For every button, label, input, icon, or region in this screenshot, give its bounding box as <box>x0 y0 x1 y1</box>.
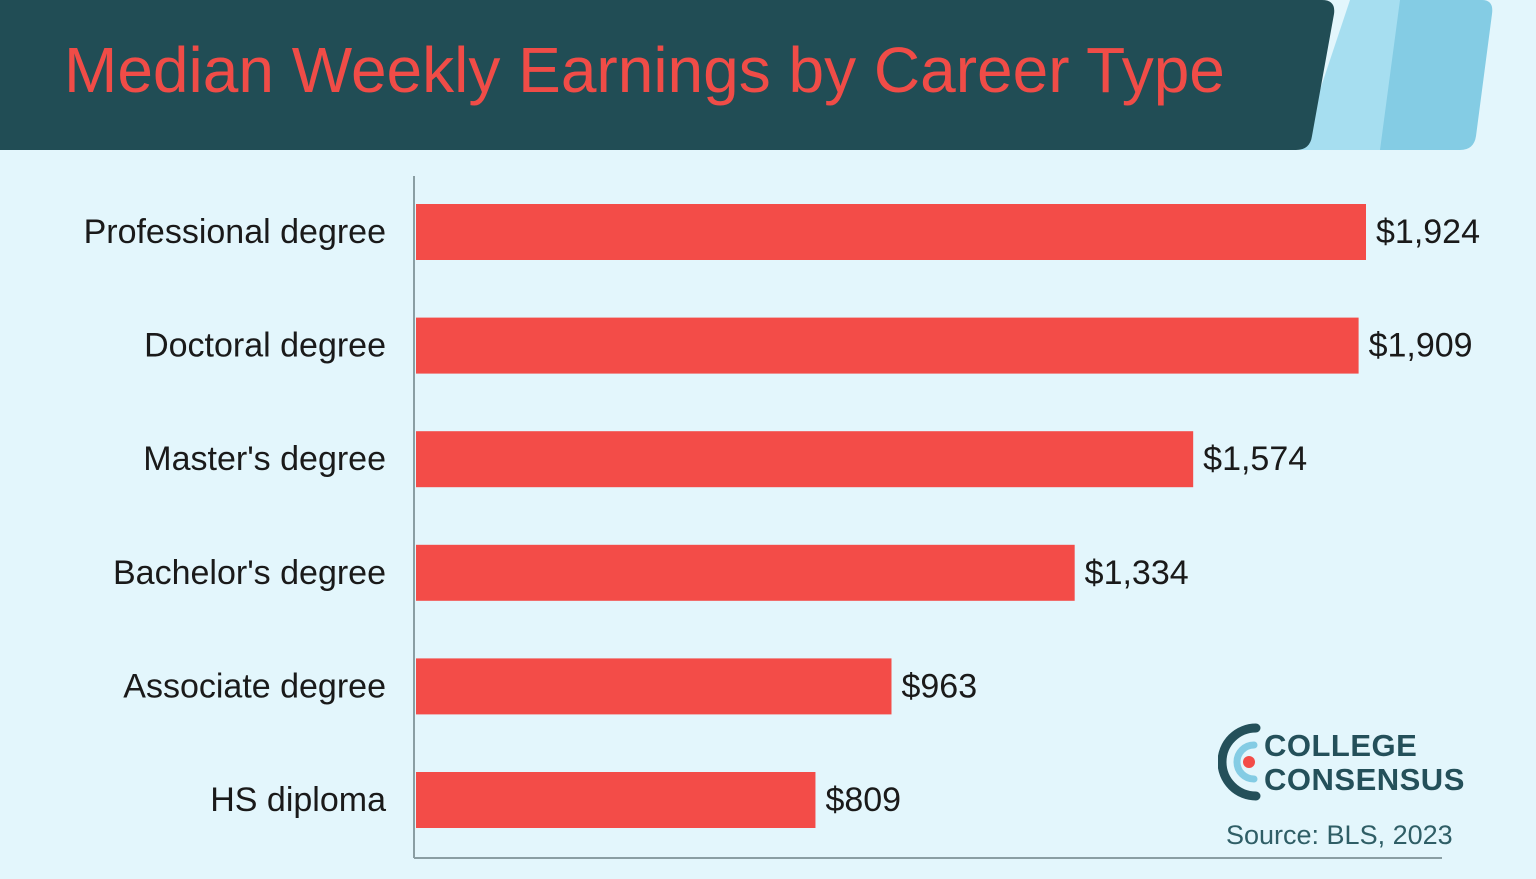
category-label: HS diploma <box>210 781 386 819</box>
category-label: Professional degree <box>84 213 386 251</box>
bar-0 <box>416 204 1366 260</box>
category-label: Bachelor's degree <box>113 554 386 592</box>
category-label: Master's degree <box>143 440 386 478</box>
header-accent-dark-stripe <box>1380 0 1493 150</box>
value-label: $1,924 <box>1376 213 1480 251</box>
bar-5 <box>416 772 816 828</box>
value-label: $809 <box>825 781 901 819</box>
bar-2 <box>416 431 1194 488</box>
logo-text-college: COLLEGE <box>1264 728 1418 763</box>
logo-target-icon <box>1218 723 1261 801</box>
logo-text-consensus: CONSENSUS <box>1264 762 1465 797</box>
bar-3 <box>416 544 1075 601</box>
chart-title: Median Weekly Earnings by Career Type <box>64 34 1225 106</box>
value-label: $1,334 <box>1085 554 1189 592</box>
category-label: Associate degree <box>123 667 386 705</box>
header-banner <box>0 0 1493 150</box>
bar-4 <box>416 658 892 715</box>
value-label: $1,909 <box>1369 327 1473 365</box>
header-background <box>0 0 1335 150</box>
value-label: $963 <box>901 667 977 705</box>
source-note: Source: BLS, 2023 <box>1226 820 1453 850</box>
bars-group: Professional degree $1,924 Doctoral degree… <box>84 204 1480 828</box>
bar-1 <box>416 317 1359 374</box>
college-consensus-logo: COLLEGE CONSENSUS <box>1218 722 1498 802</box>
category-label: Doctoral degree <box>144 327 386 365</box>
value-label: $1,574 <box>1203 440 1307 478</box>
